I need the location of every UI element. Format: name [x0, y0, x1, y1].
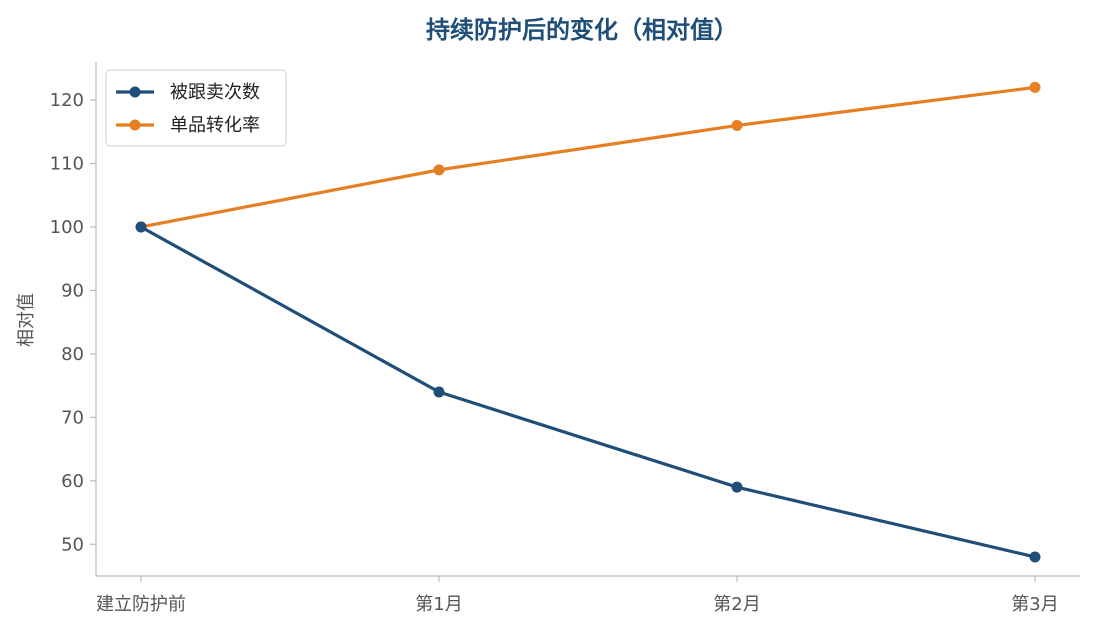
- x-tick-label: 第3月: [1011, 594, 1058, 615]
- data-point: [1029, 551, 1041, 563]
- data-point: [1029, 81, 1041, 93]
- chart-title: 持续防护后的变化（相对值）: [426, 16, 738, 44]
- x-tick-label: 建立防护前: [96, 594, 186, 615]
- y-tick-label: 100: [50, 217, 84, 238]
- y-tick-label: 110: [50, 154, 84, 175]
- y-tick-label: 90: [61, 280, 84, 301]
- data-point: [433, 164, 445, 176]
- data-point: [433, 386, 445, 398]
- y-tick-label: 50: [61, 534, 84, 555]
- y-axis-label: 相对值: [16, 293, 37, 347]
- series-line: [140, 85, 1036, 229]
- legend-label: 被跟卖次数: [170, 82, 260, 103]
- y-tick-label: 120: [50, 90, 84, 111]
- series-line: [140, 225, 1036, 559]
- legend-swatch-marker: [129, 86, 141, 98]
- axes: 50 60 70 80 90 100 110 120 建立防护前 第1月 第2月 第3月: [50, 62, 1080, 615]
- series-layer: [135, 81, 1041, 563]
- y-tick-label: 60: [61, 471, 84, 492]
- x-tick-label: 第2月: [713, 594, 760, 615]
- series-1: [135, 221, 1041, 563]
- data-point: [135, 221, 147, 233]
- x-tick-label: 第1月: [415, 594, 462, 615]
- data-point: [731, 481, 743, 493]
- legend-swatch-marker: [129, 119, 141, 131]
- y-tick-label: 70: [61, 407, 84, 428]
- legend-label: 单品转化率: [170, 115, 260, 136]
- data-point: [731, 119, 743, 131]
- y-tick-label: 80: [61, 344, 84, 365]
- legend-box: [105, 69, 287, 147]
